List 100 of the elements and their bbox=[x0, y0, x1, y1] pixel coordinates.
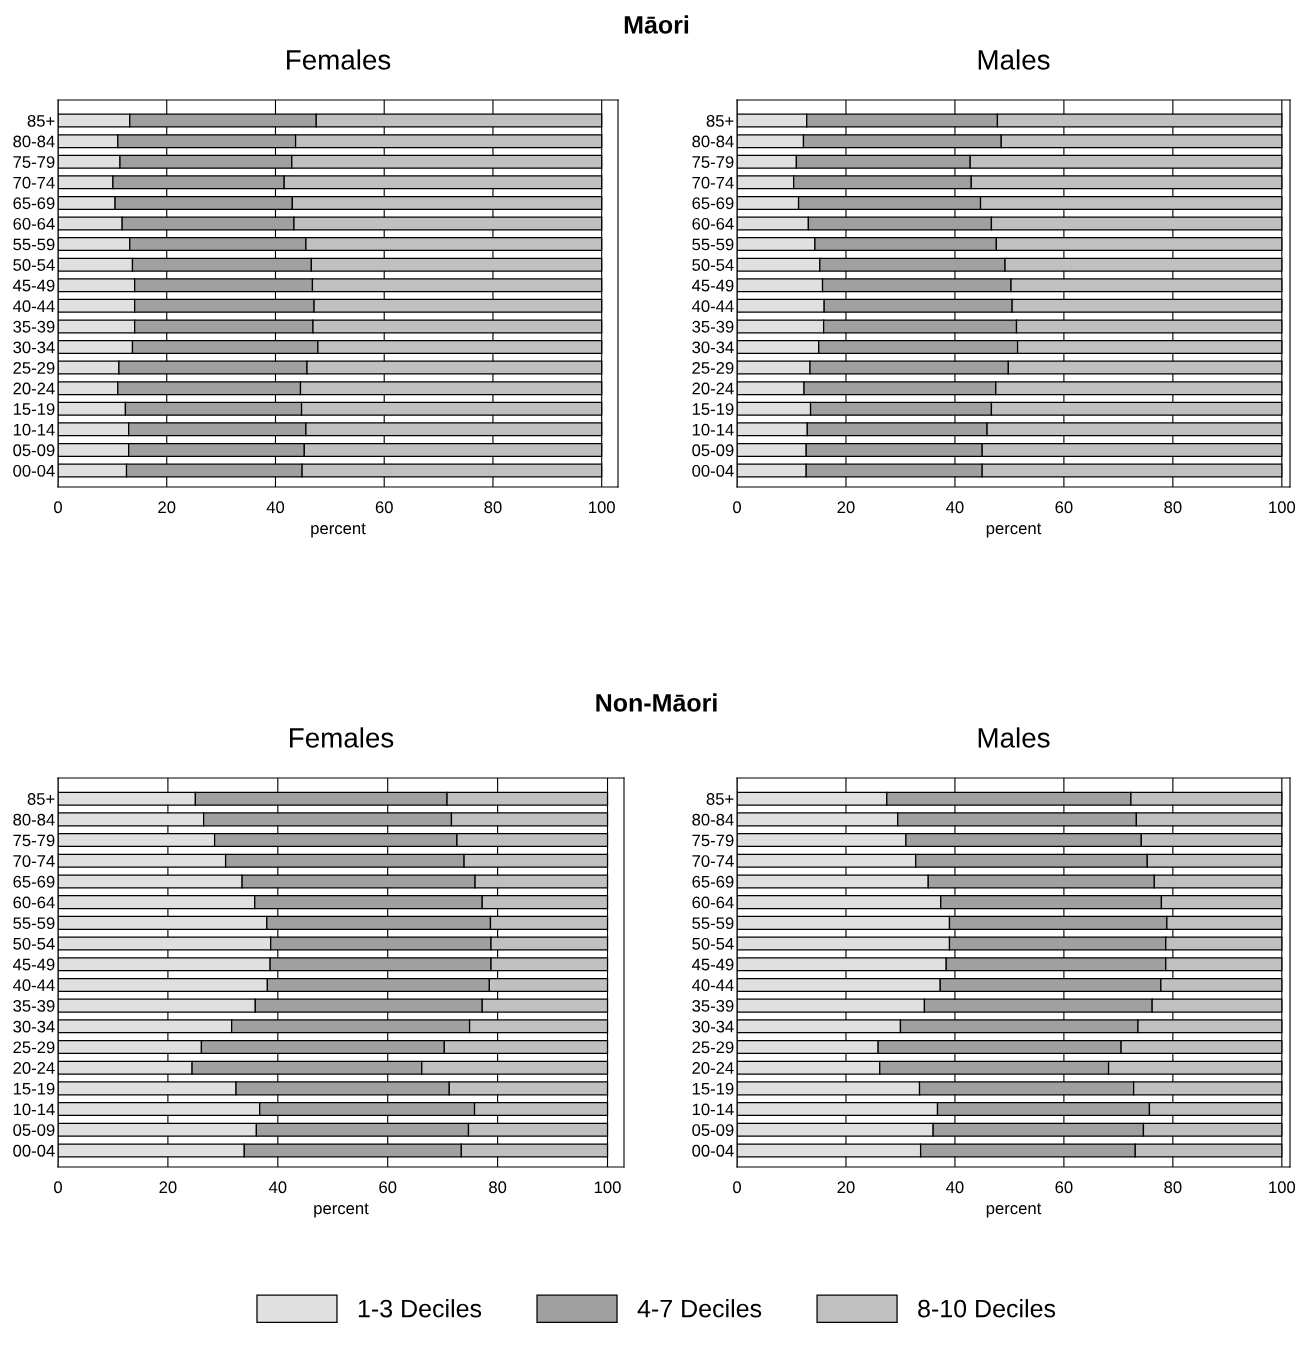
y-tick-label: 05-09 bbox=[13, 444, 55, 457]
y-tick-label: 00-04 bbox=[13, 464, 55, 477]
y-tick-label: 85+ bbox=[27, 114, 55, 127]
x-tick-label: 0 bbox=[733, 501, 741, 514]
x-axis-title: percent bbox=[986, 523, 1042, 538]
y-tick-label: 30-34 bbox=[692, 1020, 734, 1033]
y-tick-label: 35-39 bbox=[692, 320, 734, 333]
y-tick-label: 55-59 bbox=[692, 917, 734, 930]
y-tick-label: 85+ bbox=[706, 114, 734, 127]
y-tick-label: 45-49 bbox=[691, 279, 734, 292]
x-tick-label: 60 bbox=[375, 501, 393, 514]
y-tick-label: 45-49 bbox=[691, 958, 734, 971]
y-tick-label: 10-14 bbox=[692, 1103, 734, 1116]
y-tick-label: 05-09 bbox=[692, 444, 734, 457]
y-tick-label: 00-04 bbox=[692, 1144, 734, 1157]
x-tick-label: 40 bbox=[268, 1181, 287, 1194]
x-tick-label: 100 bbox=[1269, 1181, 1296, 1194]
y-tick-label: 35-39 bbox=[692, 1000, 734, 1012]
x-tick-label: 40 bbox=[266, 501, 285, 514]
y-tick-label: 60-64 bbox=[692, 217, 734, 230]
y-tick-label: 05-09 bbox=[13, 1124, 55, 1136]
x-tick-label: 100 bbox=[1269, 501, 1296, 514]
x-axis-title: percent bbox=[311, 523, 366, 538]
y-tick-label: 80-84 bbox=[13, 135, 55, 148]
y-tick-label: 60-64 bbox=[13, 896, 55, 909]
y-tick-label: 35-39 bbox=[13, 1000, 55, 1012]
y-tick-label: 50-54 bbox=[692, 259, 734, 271]
x-tick-label: 0 bbox=[54, 501, 62, 514]
y-tick-label: 85+ bbox=[27, 793, 55, 805]
legend-label: 1-3 Deciles bbox=[358, 1299, 482, 1318]
y-tick-label: 00-04 bbox=[692, 464, 734, 477]
y-tick-label: 80-84 bbox=[692, 135, 734, 148]
y-tick-label: 80-84 bbox=[692, 813, 734, 826]
x-tick-label: 60 bbox=[1055, 501, 1073, 514]
x-tick-label: 80 bbox=[1164, 501, 1182, 514]
y-tick-label: 75-79 bbox=[13, 156, 55, 168]
y-tick-label: 70-74 bbox=[13, 855, 55, 867]
y-tick-label: 40-44 bbox=[691, 979, 734, 992]
y-tick-label: 15-19 bbox=[692, 1082, 734, 1095]
chart-title: Females bbox=[290, 727, 394, 748]
y-tick-label: 15-19 bbox=[13, 1082, 55, 1095]
y-tick-label: 30-34 bbox=[692, 341, 734, 354]
y-tick-label: 50-54 bbox=[13, 259, 55, 271]
y-tick-label: 10-14 bbox=[13, 1103, 55, 1116]
x-tick-label: 60 bbox=[379, 1181, 397, 1194]
y-tick-label: 25-29 bbox=[13, 1041, 55, 1054]
legend-label: 8-10 Deciles bbox=[918, 1299, 1056, 1318]
y-tick-label: 75-79 bbox=[13, 834, 55, 847]
y-tick-label: 25-29 bbox=[692, 1041, 734, 1054]
y-tick-label: 10-14 bbox=[692, 423, 734, 436]
y-tick-label: 55-59 bbox=[13, 238, 55, 251]
y-tick-label: 20-24 bbox=[13, 382, 55, 395]
x-tick-label: 40 bbox=[946, 1181, 964, 1194]
y-tick-label: 60-64 bbox=[13, 217, 55, 230]
y-tick-label: 10-14 bbox=[13, 423, 55, 436]
y-tick-label: 55-59 bbox=[13, 917, 55, 930]
x-tick-label: 0 bbox=[54, 1181, 62, 1194]
text: Non-Māori bbox=[596, 693, 717, 712]
y-tick-label: 60-64 bbox=[692, 896, 734, 909]
y-tick-label: 20-24 bbox=[692, 1062, 734, 1074]
y-tick-label: 45-49 bbox=[12, 958, 55, 971]
x-tick-label: 20 bbox=[837, 501, 855, 514]
x-tick-label: 80 bbox=[484, 501, 502, 514]
y-tick-label: 70-74 bbox=[692, 176, 734, 189]
y-tick-label: 75-79 bbox=[692, 834, 734, 847]
y-tick-label: 65-69 bbox=[692, 875, 734, 888]
chart-title: Males bbox=[978, 49, 1050, 70]
y-tick-label: 50-54 bbox=[692, 937, 734, 950]
legend-label: 4-7 Deciles bbox=[637, 1299, 762, 1318]
chart-title: Males bbox=[978, 727, 1050, 748]
x-tick-label: 20 bbox=[837, 1181, 855, 1194]
y-tick-label: 25-29 bbox=[13, 362, 55, 374]
y-tick-label: 80-84 bbox=[13, 813, 55, 826]
x-tick-label: 80 bbox=[489, 1181, 507, 1194]
x-tick-label: 100 bbox=[589, 501, 615, 514]
y-tick-label: 70-74 bbox=[13, 176, 55, 189]
x-tick-label: 40 bbox=[946, 501, 964, 514]
x-tick-label: 60 bbox=[1055, 1181, 1073, 1194]
x-tick-label: 100 bbox=[594, 1181, 621, 1194]
y-tick-label: 45-49 bbox=[12, 279, 55, 292]
y-tick-label: 30-34 bbox=[13, 1020, 55, 1033]
y-tick-label: 50-54 bbox=[13, 937, 55, 950]
y-tick-label: 25-29 bbox=[692, 362, 734, 374]
x-axis-title: percent bbox=[314, 1203, 369, 1218]
chart-title: Females bbox=[287, 49, 391, 70]
x-tick-label: 20 bbox=[158, 501, 176, 514]
y-tick-label: 65-69 bbox=[692, 197, 734, 210]
y-tick-label: 00-04 bbox=[13, 1144, 55, 1157]
y-tick-label: 20-24 bbox=[692, 382, 734, 395]
y-tick-label: 15-19 bbox=[692, 403, 734, 415]
y-tick-label: 75-79 bbox=[692, 156, 734, 168]
y-tick-label: 20-24 bbox=[13, 1062, 55, 1074]
text: Māori bbox=[624, 15, 689, 34]
x-tick-label: 0 bbox=[733, 1181, 741, 1194]
y-tick-label: 65-69 bbox=[13, 197, 55, 210]
y-tick-label: 40-44 bbox=[12, 300, 55, 313]
x-axis-title: percent bbox=[986, 1203, 1042, 1218]
y-tick-label: 85+ bbox=[706, 793, 734, 805]
y-tick-label: 35-39 bbox=[13, 320, 55, 333]
y-tick-label: 40-44 bbox=[12, 979, 55, 992]
